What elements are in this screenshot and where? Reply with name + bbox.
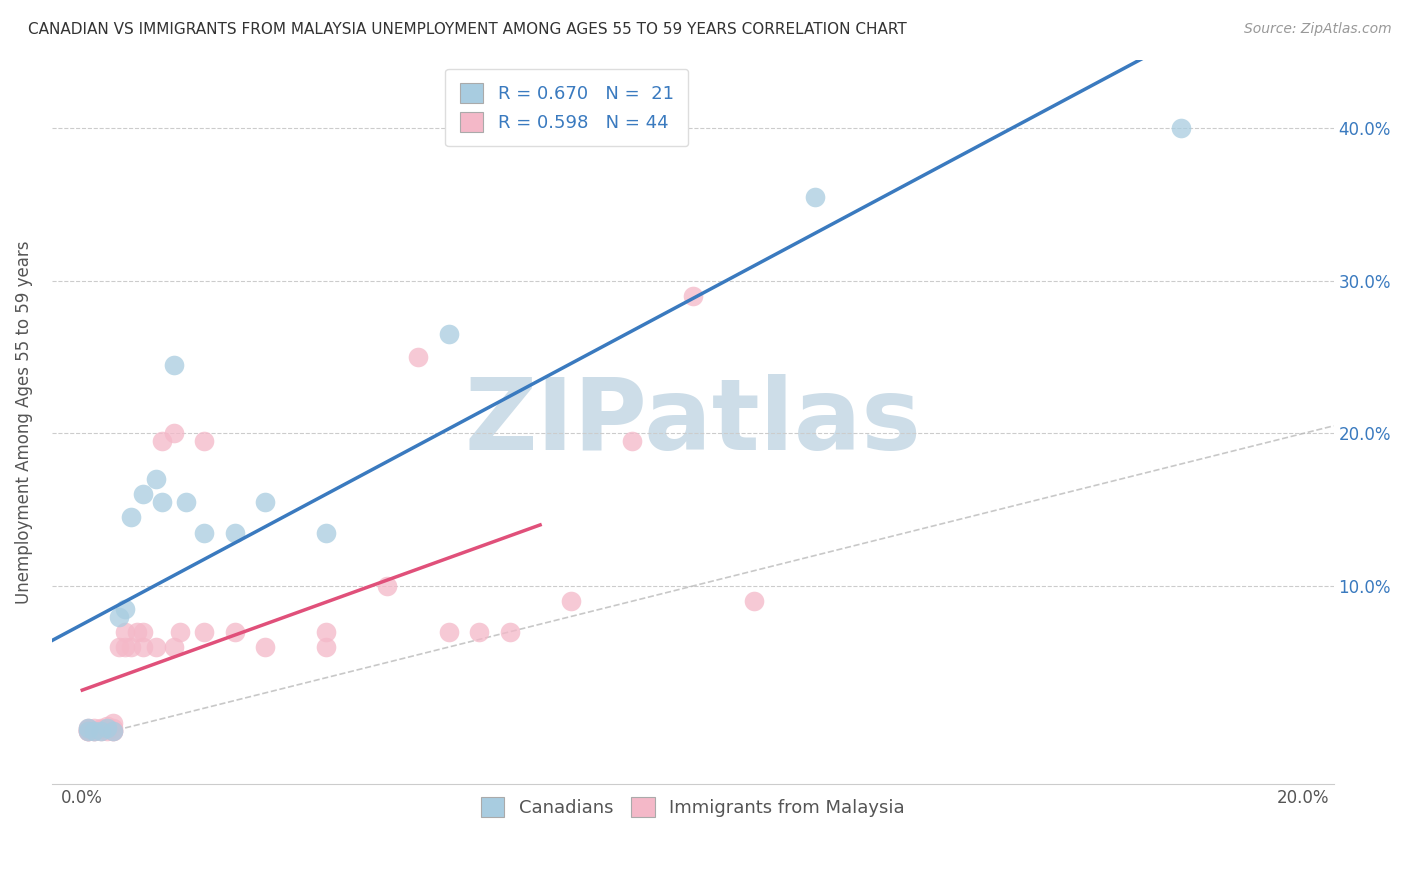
- Point: [132, 640, 155, 654]
- Point: [224, 525, 246, 540]
- Point: [145, 640, 167, 654]
- Point: [96, 719, 118, 733]
- Point: [90, 724, 112, 739]
- Point: [127, 624, 149, 639]
- Point: [96, 721, 118, 735]
- Point: [77, 724, 100, 739]
- Point: [101, 721, 124, 735]
- Point: [224, 624, 246, 639]
- Point: [150, 434, 173, 448]
- Point: [90, 723, 112, 737]
- Point: [163, 640, 186, 654]
- Point: [108, 640, 131, 654]
- Point: [77, 721, 100, 735]
- Text: CANADIAN VS IMMIGRANTS FROM MALAYSIA UNEMPLOYMENT AMONG AGES 55 TO 59 YEARS CORR: CANADIAN VS IMMIGRANTS FROM MALAYSIA UNE…: [28, 22, 907, 37]
- Point: [437, 327, 460, 342]
- Point: [114, 602, 136, 616]
- Point: [101, 724, 124, 739]
- Point: [468, 624, 491, 639]
- Point: [498, 624, 520, 639]
- Y-axis label: Unemployment Among Ages 55 to 59 years: Unemployment Among Ages 55 to 59 years: [15, 240, 32, 604]
- Point: [108, 609, 131, 624]
- Point: [169, 624, 191, 639]
- Point: [315, 624, 337, 639]
- Point: [96, 724, 118, 739]
- Point: [77, 724, 100, 739]
- Point: [77, 724, 100, 739]
- Point: [114, 640, 136, 654]
- Point: [193, 624, 215, 639]
- Point: [377, 579, 399, 593]
- Point: [315, 525, 337, 540]
- Point: [150, 495, 173, 509]
- Point: [254, 640, 277, 654]
- Point: [120, 510, 142, 524]
- Point: [163, 358, 186, 372]
- Point: [193, 434, 215, 448]
- Point: [193, 525, 215, 540]
- Point: [90, 724, 112, 739]
- Point: [254, 495, 277, 509]
- Point: [163, 426, 186, 441]
- Point: [804, 190, 827, 204]
- Point: [560, 594, 582, 608]
- Legend: Canadians, Immigrants from Malaysia: Canadians, Immigrants from Malaysia: [471, 789, 914, 826]
- Point: [101, 724, 124, 739]
- Point: [83, 724, 105, 739]
- Point: [1170, 121, 1192, 136]
- Point: [90, 721, 112, 735]
- Point: [77, 724, 100, 739]
- Point: [682, 289, 704, 303]
- Point: [101, 724, 124, 739]
- Point: [620, 434, 643, 448]
- Point: [174, 495, 197, 509]
- Point: [83, 724, 105, 739]
- Text: Source: ZipAtlas.com: Source: ZipAtlas.com: [1244, 22, 1392, 37]
- Point: [145, 472, 167, 486]
- Point: [77, 723, 100, 737]
- Point: [83, 724, 105, 739]
- Text: ZIPatlas: ZIPatlas: [464, 374, 921, 470]
- Point: [114, 624, 136, 639]
- Point: [132, 487, 155, 501]
- Point: [406, 350, 429, 364]
- Point: [742, 594, 765, 608]
- Point: [315, 640, 337, 654]
- Point: [132, 624, 155, 639]
- Point: [101, 716, 124, 731]
- Point: [437, 624, 460, 639]
- Point: [120, 640, 142, 654]
- Point: [83, 721, 105, 735]
- Point: [77, 721, 100, 735]
